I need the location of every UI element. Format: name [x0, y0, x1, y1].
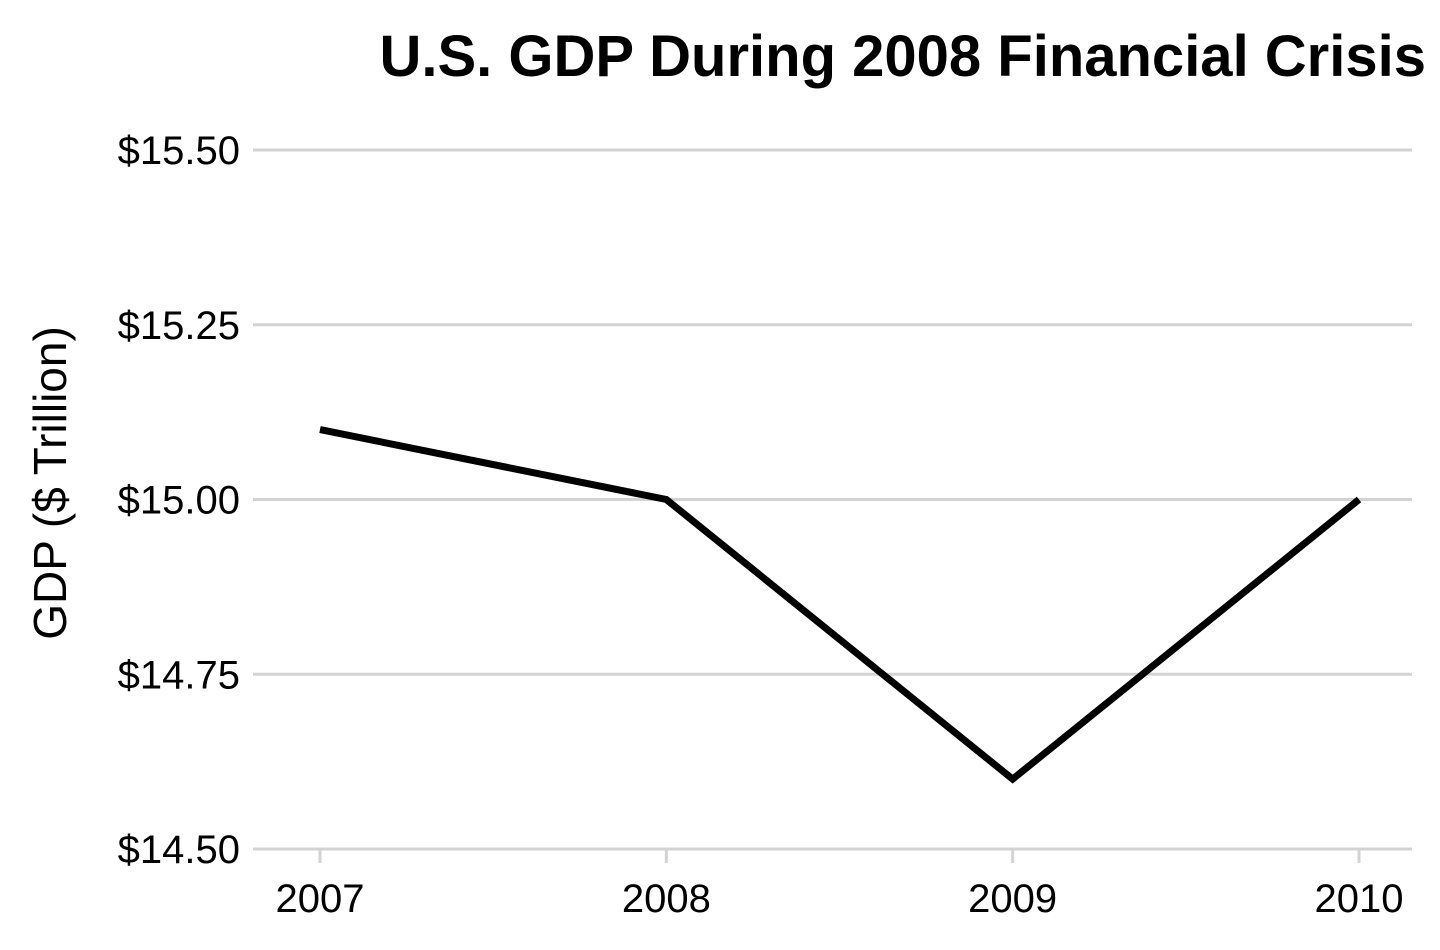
x-axis-ticks: 2007 2008 2009 2010 — [276, 849, 1404, 921]
y-axis-ticks: $14.50 $14.75 $15.00 $15.25 $15.50 — [118, 129, 240, 872]
series-line — [319, 426, 1362, 784]
gridlines — [253, 148, 1412, 676]
x-tick-label: 2009 — [968, 877, 1057, 921]
y-axis-label: GDP ($ Trillion) — [24, 326, 76, 640]
y-tick-label: $15.50 — [118, 129, 240, 173]
y-tick-label: $14.50 — [118, 828, 240, 872]
y-tick-label: $14.75 — [118, 653, 240, 697]
series-layer — [319, 426, 1362, 784]
x-tick-label: 2010 — [1315, 877, 1404, 921]
x-tick-label: 2007 — [276, 877, 365, 921]
x-tick-label: 2008 — [622, 877, 711, 921]
chart-title: U.S. GDP During 2008 Financial Crisis — [380, 24, 1427, 89]
y-tick-label: $15.25 — [118, 304, 240, 348]
y-tick-label: $15.00 — [118, 479, 240, 523]
